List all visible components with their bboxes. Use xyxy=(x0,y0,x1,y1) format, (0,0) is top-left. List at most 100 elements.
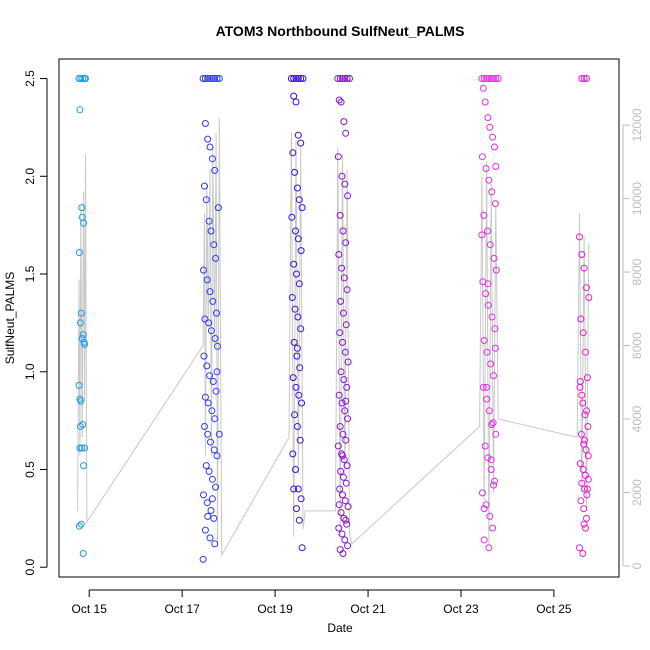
data-point xyxy=(580,505,588,513)
data-point xyxy=(483,348,491,356)
data-point xyxy=(288,294,296,301)
data-point xyxy=(215,430,223,438)
data-point xyxy=(338,530,346,538)
data-point xyxy=(202,196,210,204)
data-point xyxy=(339,550,347,557)
data-point xyxy=(208,475,216,483)
y-tick-label: 2.0 xyxy=(23,168,37,185)
data-point xyxy=(294,235,302,243)
data-point xyxy=(339,309,347,317)
data-point xyxy=(287,75,295,82)
data-point xyxy=(478,489,486,497)
data-point xyxy=(214,342,221,350)
data-point xyxy=(334,75,342,82)
data-point xyxy=(583,75,590,82)
data-point xyxy=(341,407,349,415)
x-tick-label: Oct 25 xyxy=(536,602,572,616)
data-point xyxy=(482,501,490,509)
data-point xyxy=(583,485,591,493)
data-point xyxy=(207,438,214,446)
data-point xyxy=(212,483,220,491)
data-point xyxy=(582,446,590,454)
data-point xyxy=(292,383,300,391)
data-point xyxy=(79,421,87,428)
data-point xyxy=(292,466,299,473)
data-point xyxy=(208,75,216,82)
data-point xyxy=(298,544,306,552)
data-point xyxy=(480,337,488,344)
data-point xyxy=(297,139,305,147)
data-point xyxy=(211,166,219,174)
data-point xyxy=(78,335,86,342)
data-point xyxy=(334,153,342,161)
data-point xyxy=(299,75,307,82)
data-point xyxy=(76,395,84,403)
y-tick-label: 2.5 xyxy=(23,70,37,87)
data-point xyxy=(200,266,207,274)
data-point xyxy=(583,374,591,382)
data-point xyxy=(342,516,350,524)
data-point xyxy=(292,98,300,106)
data-point xyxy=(339,491,346,499)
data-point xyxy=(579,550,587,557)
data-point xyxy=(577,315,585,323)
data-point xyxy=(336,75,344,82)
data-point xyxy=(78,204,86,212)
data-point xyxy=(486,123,494,131)
data-point xyxy=(491,344,499,352)
data-point xyxy=(204,75,212,82)
data-point xyxy=(489,524,497,532)
altitude-line xyxy=(77,117,590,557)
data-point xyxy=(335,96,343,104)
x-tick-label: Oct 19 xyxy=(257,602,293,616)
data-point xyxy=(480,536,488,544)
data-point xyxy=(208,155,216,163)
data-point xyxy=(479,84,487,92)
data-point xyxy=(576,544,583,552)
data-point xyxy=(484,114,492,122)
data-point xyxy=(291,411,299,419)
data-point xyxy=(204,512,212,520)
data-point xyxy=(289,149,297,157)
data-point xyxy=(580,264,588,272)
data-point xyxy=(488,421,496,428)
data-point xyxy=(201,75,209,82)
data-point xyxy=(290,260,298,268)
data-point xyxy=(338,399,346,407)
data-point xyxy=(490,254,498,262)
data-point xyxy=(340,118,348,126)
data-point xyxy=(583,284,590,292)
data-point xyxy=(200,352,208,360)
data-point xyxy=(294,75,302,82)
data-point xyxy=(342,397,350,405)
data-point xyxy=(580,75,588,82)
data-point xyxy=(341,348,349,356)
data-point xyxy=(334,442,342,450)
data-point xyxy=(295,516,303,524)
data-point xyxy=(344,192,352,200)
data-point xyxy=(485,176,493,184)
data-point xyxy=(341,75,349,82)
data-point xyxy=(338,172,346,180)
data-point xyxy=(294,485,302,493)
data-point xyxy=(211,415,219,423)
plot-frame xyxy=(58,58,620,578)
data-point xyxy=(215,75,223,82)
x-axis-label: Date xyxy=(327,621,353,635)
data-point xyxy=(206,288,214,296)
data-point xyxy=(579,466,587,473)
data-point xyxy=(290,75,298,82)
data-point xyxy=(82,75,89,82)
data-point xyxy=(478,75,486,82)
data-point xyxy=(293,423,301,430)
data-point xyxy=(213,368,221,376)
data-point xyxy=(79,550,87,557)
data-point xyxy=(335,524,343,532)
data-point xyxy=(577,497,585,505)
y2-axis: 0 2000 4000 6000 8000 10000 12000 xyxy=(622,108,644,569)
data-point xyxy=(580,440,588,448)
data-point xyxy=(211,335,219,342)
data-point xyxy=(206,143,214,151)
data-point xyxy=(342,129,350,137)
data-point xyxy=(291,168,299,176)
